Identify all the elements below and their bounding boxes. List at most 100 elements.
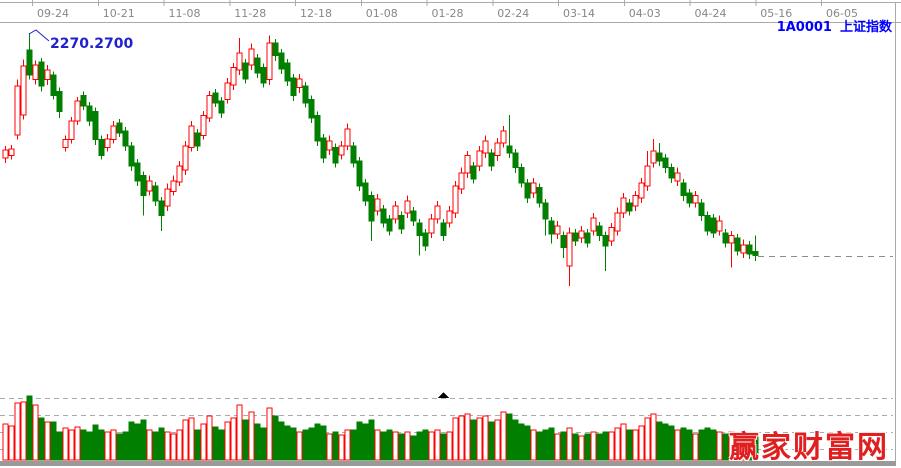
candle-body — [662, 157, 669, 169]
watermark: 赢家财富网 — [729, 430, 889, 465]
candle-body — [260, 67, 267, 84]
date-label: 01-08 — [366, 7, 398, 20]
candle-body — [296, 78, 303, 89]
volume-bar — [326, 433, 333, 461]
volume-bar — [416, 431, 423, 461]
volume-bar — [710, 429, 717, 461]
candle-body — [332, 147, 339, 164]
candle-body — [422, 232, 429, 247]
candle-body — [608, 227, 615, 242]
volume-bar — [32, 404, 39, 461]
candle-body — [68, 120, 75, 141]
candle-body — [416, 222, 423, 237]
candle-body — [614, 212, 621, 232]
volume-bar — [560, 431, 567, 461]
candle-body — [398, 215, 405, 230]
volume-bar — [596, 433, 603, 461]
volume-bar — [200, 423, 207, 461]
candle-body — [530, 182, 537, 194]
candle-body — [548, 220, 555, 235]
candle-body — [122, 130, 129, 147]
candle-body — [542, 202, 549, 220]
candle-body — [26, 49, 33, 76]
volume-bar — [170, 433, 177, 461]
date-label: 11-28 — [234, 7, 266, 20]
date-label: 10-21 — [103, 7, 135, 20]
volume-bar — [74, 426, 81, 461]
volume-bar — [488, 421, 495, 461]
volume-bar — [62, 427, 69, 461]
candle-body — [254, 57, 261, 74]
volume-bar — [104, 431, 111, 461]
date-label: 04-03 — [629, 7, 661, 20]
volume-bar — [398, 433, 405, 461]
candle-body — [134, 162, 141, 182]
candle-body — [512, 152, 519, 169]
volume-bar — [434, 429, 441, 461]
candle-body — [596, 225, 603, 237]
candle-body — [74, 100, 81, 122]
candle-body — [728, 235, 735, 244]
volume-bar — [158, 427, 165, 461]
volume-bar — [230, 417, 237, 461]
volume-bar — [518, 423, 525, 461]
volume-bar — [350, 429, 357, 461]
candle-body — [464, 155, 471, 174]
candle-body — [50, 74, 57, 97]
volume-bar — [656, 421, 663, 461]
candle-body — [242, 62, 249, 80]
volume-bar — [374, 429, 381, 461]
volume-bar — [194, 429, 201, 461]
volume-bar — [122, 431, 129, 461]
candle-body — [404, 200, 411, 214]
candle-body — [740, 244, 747, 254]
candle-body — [164, 188, 171, 207]
candle-body — [674, 172, 681, 182]
volume-bar — [536, 431, 543, 461]
volume-bar — [116, 433, 123, 461]
volume-bar — [164, 431, 171, 461]
candle-body — [266, 42, 273, 81]
volume-bar — [362, 423, 369, 461]
volume-bar — [692, 433, 699, 461]
volume-bar — [356, 421, 363, 461]
candle-body — [2, 149, 9, 159]
candle-body — [56, 91, 63, 113]
candle-body — [350, 145, 357, 164]
candle-body — [380, 208, 387, 224]
volume-bar — [26, 395, 33, 461]
candle-body — [536, 187, 543, 204]
candle-body — [290, 77, 297, 97]
volume-bar — [392, 431, 399, 461]
candle-body — [314, 115, 321, 142]
date-label: 04-24 — [695, 7, 727, 20]
candle-body — [638, 182, 645, 199]
volume-bar — [344, 429, 351, 461]
volume-bar — [440, 433, 447, 461]
volume-bar — [140, 419, 147, 461]
date-label: 11-08 — [169, 7, 201, 20]
candle-body — [668, 167, 675, 179]
candle-body — [272, 42, 279, 57]
candle-body — [452, 185, 459, 214]
volume-bar — [620, 423, 627, 461]
candle-body — [140, 175, 147, 197]
volume-bar — [584, 433, 591, 461]
scroll-position-marker[interactable] — [438, 392, 449, 398]
candle-body — [206, 95, 213, 119]
volume-bar — [260, 427, 267, 461]
volume-bar — [470, 419, 477, 461]
candle-body — [158, 200, 165, 217]
volume-bar — [56, 431, 63, 461]
volume-bar — [476, 417, 483, 461]
volume-bar — [500, 411, 507, 461]
volume-bar — [134, 423, 141, 461]
date-label: 12-18 — [300, 7, 332, 20]
volume-bar — [626, 429, 633, 461]
candle-body — [44, 69, 51, 81]
price-annotation: 2270.2700 — [50, 36, 134, 52]
candle-body — [38, 61, 45, 87]
volume-bar — [650, 413, 657, 461]
volume-bar — [248, 411, 255, 461]
